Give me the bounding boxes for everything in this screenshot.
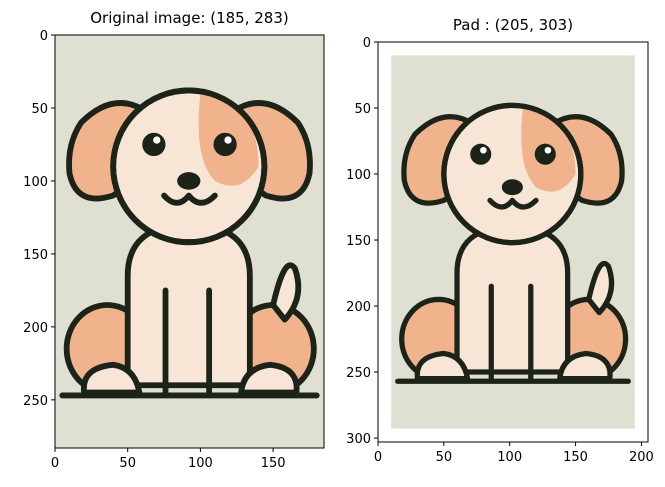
y-tick-label: 200 bbox=[23, 321, 48, 336]
x-tick-label: 200 bbox=[629, 450, 654, 465]
axes-frame bbox=[54, 34, 325, 449]
x-tick-label: 100 bbox=[497, 450, 522, 465]
x-tick-label: 100 bbox=[188, 456, 213, 471]
y-tick-label: 250 bbox=[346, 366, 371, 381]
y-tick-label: 0 bbox=[363, 36, 371, 51]
x-tick-label: 150 bbox=[261, 456, 286, 471]
y-tick-label: 50 bbox=[354, 102, 371, 117]
y-tick-label: 150 bbox=[23, 248, 48, 263]
axes-frame bbox=[377, 41, 649, 443]
y-tick-label: 300 bbox=[346, 432, 371, 447]
chart-title: Pad : (205, 303) bbox=[453, 16, 573, 34]
x-tick-label: 150 bbox=[563, 450, 588, 465]
chart-title: Original image: (185, 283) bbox=[90, 9, 289, 27]
x-tick-label: 50 bbox=[119, 456, 136, 471]
x-tick-label: 50 bbox=[436, 450, 453, 465]
y-tick-label: 100 bbox=[23, 175, 48, 190]
y-tick-label: 150 bbox=[346, 234, 371, 249]
x-tick-label: 0 bbox=[374, 450, 382, 465]
y-tick-label: 250 bbox=[23, 394, 48, 409]
y-tick-label: 100 bbox=[346, 168, 371, 183]
image bbox=[55, 35, 324, 448]
y-tick-label: 0 bbox=[40, 29, 48, 44]
image bbox=[391, 55, 635, 429]
y-tick-label: 50 bbox=[31, 102, 48, 117]
x-tick-label: 0 bbox=[51, 456, 59, 471]
y-tick-label: 200 bbox=[346, 300, 371, 315]
